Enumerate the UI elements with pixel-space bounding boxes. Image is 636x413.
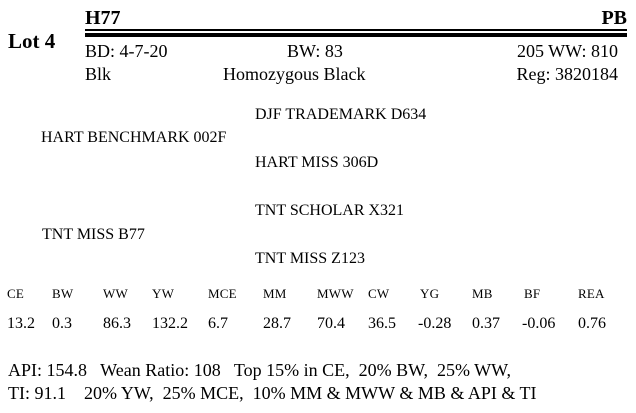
registration-number: Reg: 3820184 [516,64,619,84]
epd-value: 132.2 [152,315,188,332]
adjusted-weaning-weight: 205 WW: 810 [517,41,618,61]
birth-weight: BW: 83 [287,41,343,61]
animal-breed-code: PB [601,7,627,29]
epd-column-header: MM [263,286,287,301]
pedigree-dam-dam: TNT MISS Z123 [255,250,365,267]
epd-value: 70.4 [317,315,345,332]
epd-value: 6.7 [208,315,228,332]
birth-date: BD: 4-7-20 [85,41,168,61]
epd-value: 36.5 [368,315,396,332]
pedigree-dam: TNT MISS B77 [42,226,145,243]
epd-value: -0.06 [522,315,556,332]
pedigree-dam-sire: TNT SCHOLAR X321 [255,202,405,219]
epd-column-header: WW [103,286,128,301]
animal-header: H77 PB [85,8,627,31]
epd-value: 13.2 [7,315,35,332]
genotype: Homozygous Black [223,64,366,84]
epd-column-header: CW [368,286,390,301]
color-code: Blk [85,64,112,84]
epd-column-header: REA [578,286,605,301]
epd-column-header: YW [152,286,175,301]
epd-column-header: BF [524,286,541,301]
epd-column-header: MCE [208,286,237,301]
epd-value: 0.3 [52,315,72,332]
epd-column-header: CE [7,286,25,301]
epd-column-header: YG [420,286,440,301]
epd-column-header: MB [472,286,493,301]
lot-number: Lot 4 [8,29,56,53]
epd-value: -0.28 [418,315,452,332]
index-summary-line-2: TI: 91.1 20% YW, 25% MCE, 10% MM & MWW &… [8,383,537,403]
pedigree-sire: HART BENCHMARK 002F [41,129,227,146]
index-summary-line-1: API: 154.8 Wean Ratio: 108 Top 15% in CE… [8,360,511,380]
pedigree-sire-dam: HART MISS 306D [255,154,379,171]
pedigree-sire-sire: DJF TRADEMARK D634 [255,106,427,123]
epd-value: 28.7 [263,315,291,332]
header-divider-rule [85,33,627,37]
animal-tattoo: H77 [85,7,121,29]
epd-value: 0.37 [472,315,500,332]
epd-value: 86.3 [103,315,131,332]
epd-column-header: MWW [317,286,354,301]
epd-column-header: BW [52,286,74,301]
epd-value: 0.76 [578,315,606,332]
